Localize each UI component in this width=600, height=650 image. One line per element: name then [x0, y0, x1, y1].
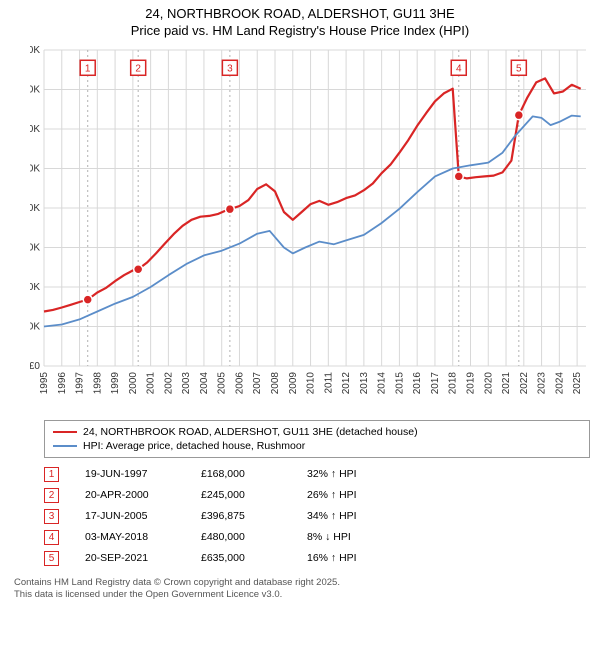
sales-table: 1 19-JUN-1997 £168,000 32% ↑ HPI 2 20-APR-200…	[44, 464, 590, 569]
row-price: £168,000	[201, 468, 281, 480]
svg-text:1997: 1997	[75, 371, 86, 394]
svg-text:2008: 2008	[270, 371, 281, 394]
svg-text:£100K: £100K	[30, 321, 40, 332]
table-row: 1 19-JUN-1997 £168,000 32% ↑ HPI	[44, 464, 590, 485]
svg-text:2002: 2002	[163, 371, 174, 394]
row-date: 20-APR-2000	[85, 489, 175, 501]
table-row: 2 20-APR-2000 £245,000 26% ↑ HPI	[44, 485, 590, 506]
svg-text:2019: 2019	[465, 371, 476, 394]
row-marker: 2	[44, 488, 59, 503]
footer-line2: This data is licensed under the Open Gov…	[14, 589, 590, 601]
svg-text:£400K: £400K	[30, 203, 40, 214]
svg-text:2004: 2004	[199, 371, 210, 394]
row-pct: 8% ↓ HPI	[307, 531, 407, 543]
svg-text:1995: 1995	[39, 371, 50, 394]
svg-text:2024: 2024	[554, 371, 565, 394]
row-price: £480,000	[201, 531, 281, 543]
row-marker: 1	[44, 467, 59, 482]
row-marker: 5	[44, 551, 59, 566]
legend-swatch	[53, 431, 77, 433]
svg-text:1996: 1996	[57, 371, 68, 394]
svg-text:2016: 2016	[412, 371, 423, 394]
svg-text:2013: 2013	[359, 371, 370, 394]
title-line2: Price paid vs. HM Land Registry's House …	[0, 23, 600, 40]
svg-text:1998: 1998	[92, 371, 103, 394]
svg-text:2006: 2006	[234, 371, 245, 394]
svg-text:2021: 2021	[501, 371, 512, 394]
row-date: 20-SEP-2021	[85, 552, 175, 564]
row-date: 19-JUN-1997	[85, 468, 175, 480]
svg-text:2007: 2007	[252, 371, 263, 394]
svg-text:2023: 2023	[537, 371, 548, 394]
svg-text:2011: 2011	[323, 371, 334, 393]
svg-text:£0: £0	[30, 361, 40, 372]
legend-label: HPI: Average price, detached house, Rush…	[83, 440, 305, 452]
svg-text:2020: 2020	[483, 371, 494, 394]
svg-text:2005: 2005	[217, 371, 228, 394]
svg-text:2017: 2017	[430, 371, 441, 394]
row-price: £635,000	[201, 552, 281, 564]
row-pct: 16% ↑ HPI	[307, 552, 407, 564]
row-pct: 34% ↑ HPI	[307, 510, 407, 522]
svg-text:1: 1	[85, 63, 91, 74]
svg-text:£300K: £300K	[30, 242, 40, 253]
row-marker: 4	[44, 530, 59, 545]
svg-text:2003: 2003	[181, 371, 192, 394]
svg-text:£500K: £500K	[30, 163, 40, 174]
legend-item: 24, NORTHBROOK ROAD, ALDERSHOT, GU11 3HE…	[53, 425, 581, 439]
footer-attribution: Contains HM Land Registry data © Crown c…	[14, 577, 590, 602]
footer-line1: Contains HM Land Registry data © Crown c…	[14, 577, 590, 589]
svg-text:£200K: £200K	[30, 282, 40, 293]
row-marker: 3	[44, 509, 59, 524]
svg-text:5: 5	[516, 63, 522, 74]
row-price: £396,875	[201, 510, 281, 522]
chart-area: £0 £100K £200K £300K £400K £500K £600K £700K £80…	[30, 44, 590, 414]
svg-text:4: 4	[456, 63, 462, 74]
svg-text:2015: 2015	[394, 371, 405, 394]
row-pct: 26% ↑ HPI	[307, 489, 407, 501]
svg-text:2022: 2022	[519, 371, 530, 394]
svg-text:£800K: £800K	[30, 45, 40, 56]
svg-text:£700K: £700K	[30, 84, 40, 95]
svg-text:2001: 2001	[146, 371, 157, 394]
row-date: 03-MAY-2018	[85, 531, 175, 543]
svg-text:1999: 1999	[110, 371, 121, 394]
svg-text:2012: 2012	[341, 371, 352, 394]
table-row: 4 03-MAY-2018 £480,000 8% ↓ HPI	[44, 527, 590, 548]
row-date: 17-JUN-2005	[85, 510, 175, 522]
legend-swatch	[53, 445, 77, 447]
svg-text:£600K: £600K	[30, 124, 40, 135]
svg-text:2018: 2018	[448, 371, 459, 394]
svg-text:3: 3	[227, 63, 233, 74]
svg-text:2009: 2009	[288, 371, 299, 394]
svg-text:2010: 2010	[306, 371, 317, 394]
svg-text:2000: 2000	[128, 371, 139, 394]
table-row: 5 20-SEP-2021 £635,000 16% ↑ HPI	[44, 548, 590, 569]
legend-item: HPI: Average price, detached house, Rush…	[53, 439, 581, 453]
row-pct: 32% ↑ HPI	[307, 468, 407, 480]
legend: 24, NORTHBROOK ROAD, ALDERSHOT, GU11 3HE…	[44, 420, 590, 458]
chart-title: 24, NORTHBROOK ROAD, ALDERSHOT, GU11 3HE…	[0, 0, 600, 40]
row-price: £245,000	[201, 489, 281, 501]
svg-text:2014: 2014	[377, 371, 388, 394]
legend-label: 24, NORTHBROOK ROAD, ALDERSHOT, GU11 3HE…	[83, 426, 418, 438]
svg-text:2: 2	[135, 63, 141, 74]
svg-text:2025: 2025	[572, 371, 583, 394]
title-line1: 24, NORTHBROOK ROAD, ALDERSHOT, GU11 3HE	[0, 6, 600, 23]
table-row: 3 17-JUN-2005 £396,875 34% ↑ HPI	[44, 506, 590, 527]
